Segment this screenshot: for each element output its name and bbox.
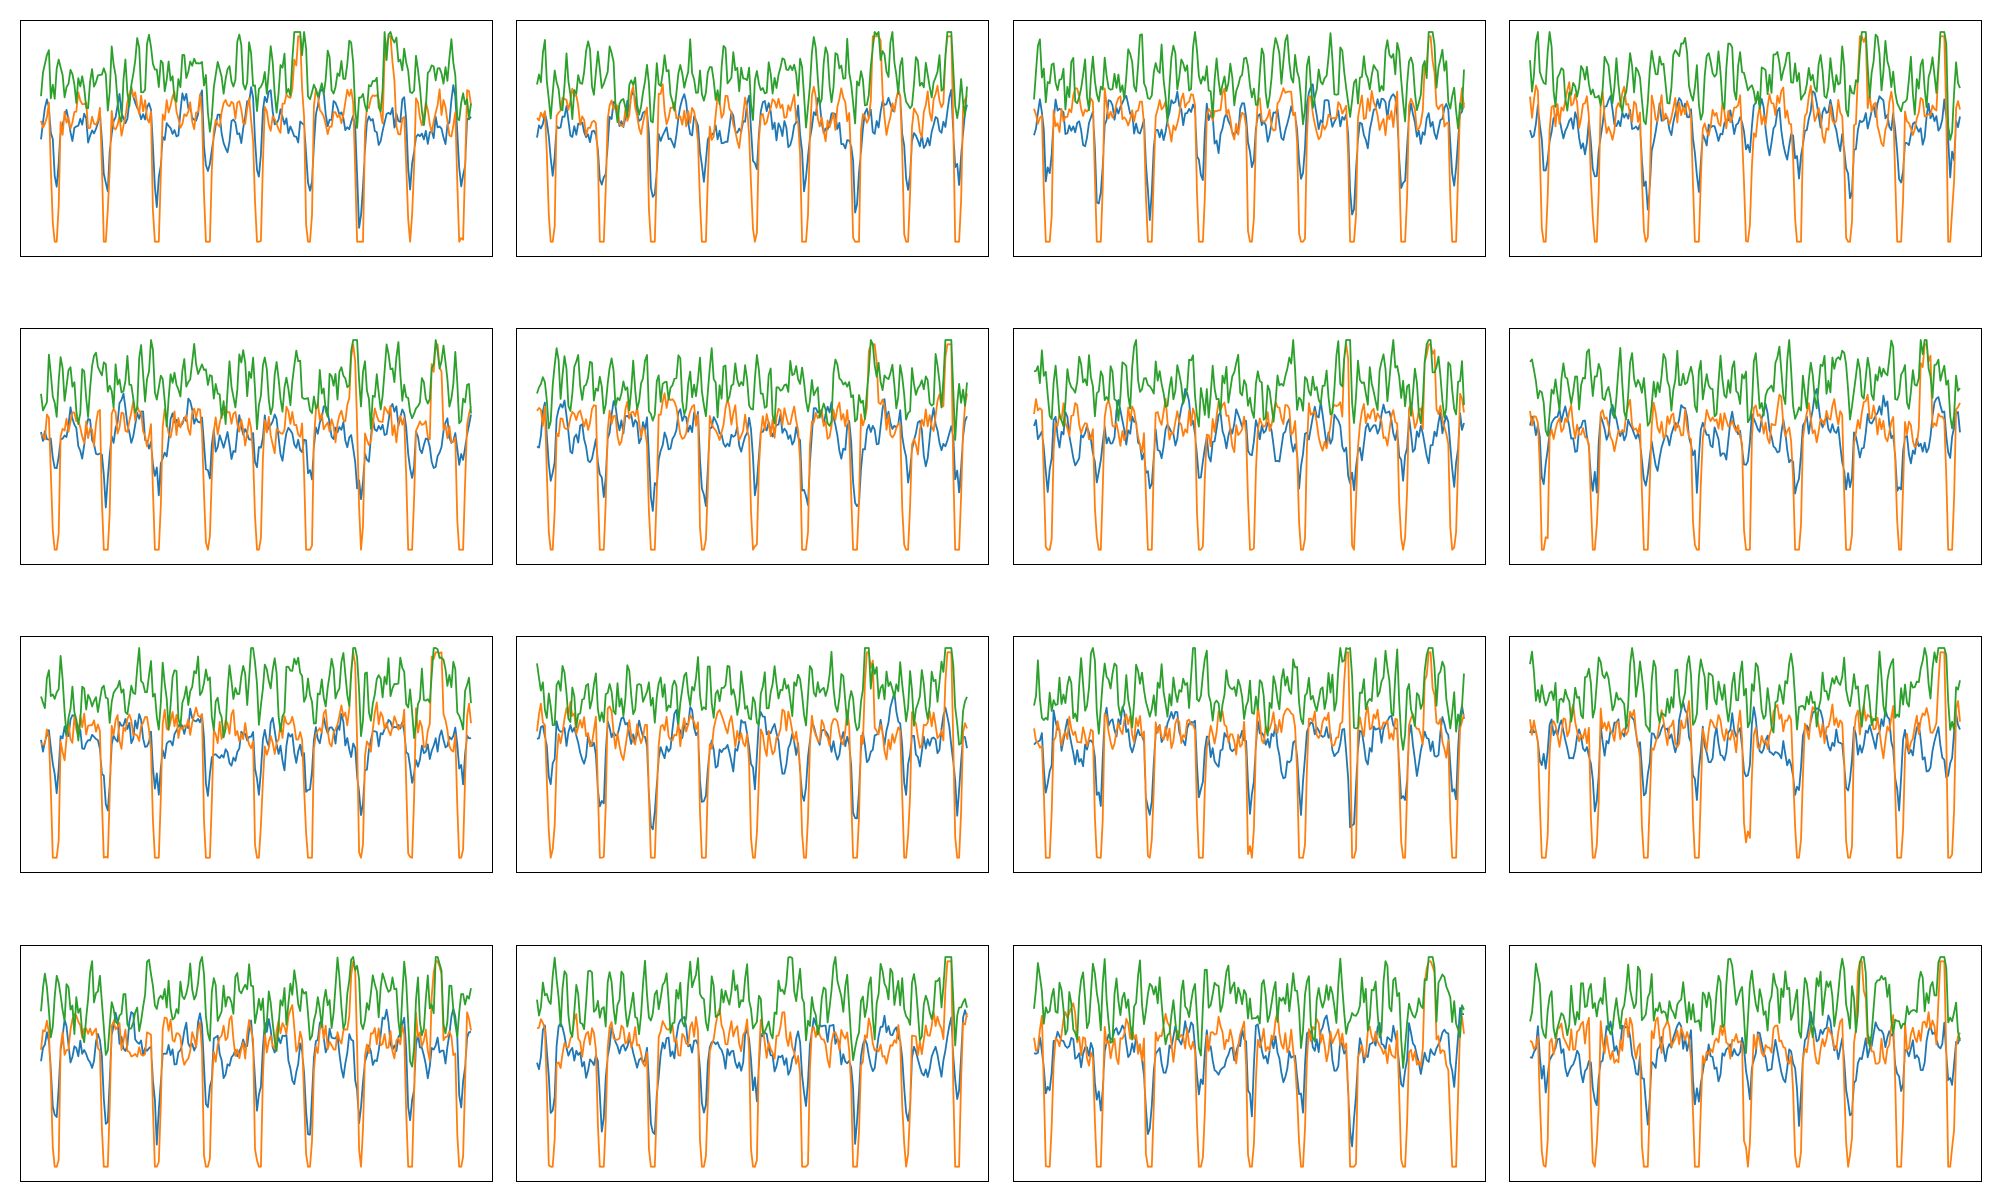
series-1-line [40,84,472,229]
series-1-line [1033,704,1465,829]
series-2-line [40,343,472,551]
series-2-line [1033,343,1465,551]
series-2-line [1529,343,1961,551]
series-3-line [536,956,968,1061]
series-3-line [536,31,968,129]
series-2-line [536,343,968,551]
series-1-line [1033,83,1465,221]
series-3-line [40,647,472,742]
series-3-line [40,31,472,133]
subplot-4 [1509,20,1982,257]
subplot-3 [1013,20,1486,257]
subplot-9 [20,636,493,873]
series-1-line [536,398,968,512]
series-2-line [1529,651,1961,859]
series-2-line [40,960,472,1168]
series-2-line [536,35,968,243]
axes-frame [1509,328,1982,565]
series-3-line [1529,956,1961,1054]
series-1-line [1033,1007,1464,1148]
subplot-10 [516,636,989,873]
subplot-11 [1013,636,1486,873]
subplot-2 [516,20,989,257]
series-1-line [1033,388,1465,493]
series-3-line [1529,31,1961,141]
series-3-line [1033,647,1465,751]
subplot-14 [516,945,989,1182]
series-3-line [1529,647,1961,734]
series-3-line [40,339,472,431]
series-2-line [1033,35,1465,243]
subplot-7 [1013,328,1486,565]
series-2-line [536,651,968,859]
subplot-12 [1509,636,1982,873]
axes-frame [1013,20,1486,257]
subplot-8 [1509,328,1982,565]
axes-frame [1013,636,1486,873]
subplot-13 [20,945,493,1182]
series-3-line [1033,956,1465,1069]
series-1-line [536,691,968,831]
series-2-line [1033,960,1465,1168]
axes-frame [516,636,989,873]
series-3-line [536,339,968,441]
series-2-line [1033,651,1465,859]
series-1-line [1529,701,1961,813]
subplot-6 [516,328,989,565]
subplot-15 [1013,945,1486,1182]
series-2-line [40,651,472,859]
series-2-line [1529,960,1961,1168]
series-2-line [40,35,472,243]
series-1-line [1529,388,1961,495]
series-1-line [1529,1011,1961,1127]
series-3-line [536,647,968,746]
series-3-line [1529,339,1961,437]
series-3-line [1033,339,1465,428]
subplot-16 [1509,945,1982,1182]
series-2-line [536,960,968,1168]
subplot-1 [20,20,493,257]
series-1-line [536,1009,968,1145]
axes-frame [516,945,989,1182]
subplot-5 [20,328,493,565]
series-3-line [40,956,472,1068]
series-3-line [1033,31,1465,130]
